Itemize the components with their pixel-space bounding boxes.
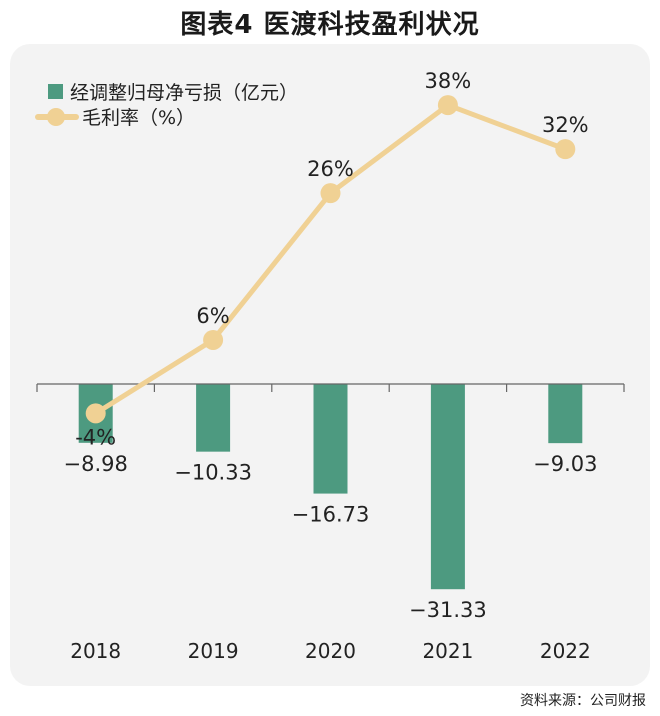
line-point-2022 [555,139,576,160]
line-point-2020 [320,183,341,204]
x-tick-label-2021: 2021 [422,639,473,663]
bar-2021 [430,384,465,590]
source-note: 资料来源：公司财报 [520,693,646,709]
bar-value-label-2020: −16.73 [292,503,370,527]
bar-value-label-2022: −9.03 [533,452,597,476]
bar-2020 [313,384,348,494]
line-value-label-2021: 38% [425,69,472,93]
line-point-2021 [437,95,458,116]
chart-title: 图表4 医渡科技盈利状况 [180,10,480,40]
gross-margin-line [94,102,567,416]
line-value-label-2022: 32% [542,113,589,137]
line-point-2018 [85,403,106,424]
legend-bar-swatch [48,84,63,99]
x-tick-label-2022: 2022 [540,639,591,663]
x-tick-label-2020: 2020 [305,639,356,663]
bar-value-label-2018: −8.98 [64,452,128,476]
legend: 经调整归母净亏损（亿元） 毛利率（%） [35,82,298,129]
bar-2019 [196,384,231,452]
bar-value-label-2019: −10.33 [174,461,252,485]
line-value-label-2019: 6% [196,304,229,328]
line-value-label-2020: 26% [307,157,354,181]
legend-line-marker [47,108,65,126]
x-tick-label-2018: 2018 [70,639,121,663]
bar-2022 [548,384,583,444]
bar-value-label-2021: −31.33 [409,598,487,622]
legend-bar-label: 经调整归母净亏损（亿元） [70,82,298,104]
x-tick-label-2019: 2019 [188,639,239,663]
line-point-2019 [203,329,224,350]
chart-panel [10,44,650,686]
legend-line-label: 毛利率（%） [82,107,195,129]
line-value-label-2018: -4% [75,425,116,449]
